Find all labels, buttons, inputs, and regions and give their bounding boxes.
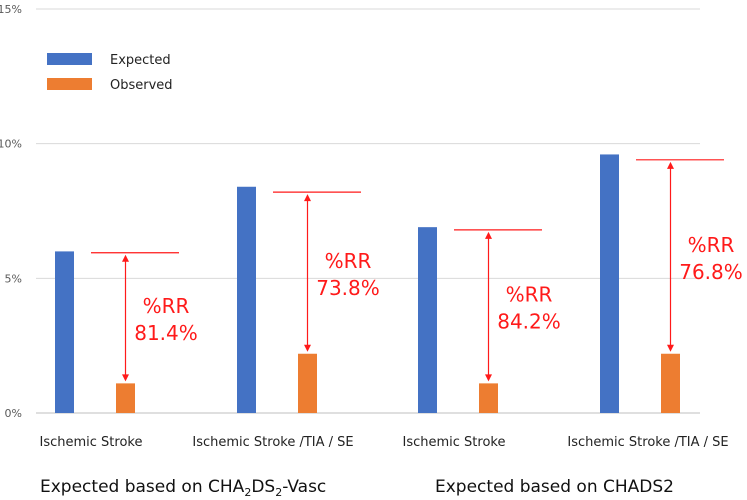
rr-value: 76.8% — [679, 260, 743, 284]
legend-swatch-expected — [47, 53, 92, 65]
group-label-cha2ds2-vasc: Expected based on CHA2DS2-Vasc — [40, 477, 326, 499]
y-axis-ticks: 0% 5% 10% 15% — [0, 3, 22, 420]
rr-label: %RR — [143, 294, 190, 318]
bar-observed — [479, 383, 498, 413]
rr-arrow-head-down — [485, 374, 492, 382]
legend-label-observed: Observed — [110, 78, 173, 93]
rr-arrow-head-up — [122, 254, 129, 262]
rr-label: %RR — [506, 283, 553, 307]
bar-observed — [298, 353, 317, 413]
legend: Expected Observed — [47, 53, 173, 93]
y-tick-label: 0% — [5, 407, 22, 420]
category-labels: Ischemic Stroke Ischemic Stroke /TIA / SE… — [40, 435, 729, 450]
rr-arrow-head-up — [667, 161, 674, 169]
group-label-chads2: Expected based on CHADS2 — [435, 477, 674, 497]
bar-expected — [237, 186, 256, 413]
category-label: Ischemic Stroke — [40, 435, 143, 450]
y-tick-label: 10% — [0, 138, 22, 151]
legend-label-expected: Expected — [110, 53, 171, 68]
rr-arrow-head-up — [485, 231, 492, 239]
bar-observed — [661, 353, 680, 413]
category-label: Ischemic Stroke /TIA / SE — [192, 435, 353, 450]
rr-value: 73.8% — [316, 276, 380, 300]
bar-expected — [600, 154, 619, 413]
rr-label: %RR — [325, 249, 372, 273]
bars — [55, 154, 680, 413]
annotations: %RR 81.4% %RR 73.8% %RR 84.2% %RR 76.8% — [91, 159, 743, 382]
y-tick-label: 5% — [5, 272, 22, 285]
rr-arrow-head-down — [667, 344, 674, 352]
rr-arrow-head-down — [122, 374, 129, 382]
category-label: Ischemic Stroke — [403, 435, 506, 450]
rr-arrow-head-down — [304, 344, 311, 352]
category-label: Ischemic Stroke /TIA / SE — [567, 435, 728, 450]
rr-value: 81.4% — [134, 321, 198, 345]
y-tick-label: 15% — [0, 3, 22, 16]
rr-arrow-head-up — [304, 194, 311, 202]
bar-expected — [55, 251, 74, 413]
rr-label: %RR — [688, 233, 735, 257]
legend-swatch-observed — [47, 78, 92, 90]
gridlines — [36, 8, 700, 414]
rr-value: 84.2% — [497, 310, 561, 334]
bar-expected — [418, 227, 437, 413]
bar-observed — [116, 383, 135, 413]
